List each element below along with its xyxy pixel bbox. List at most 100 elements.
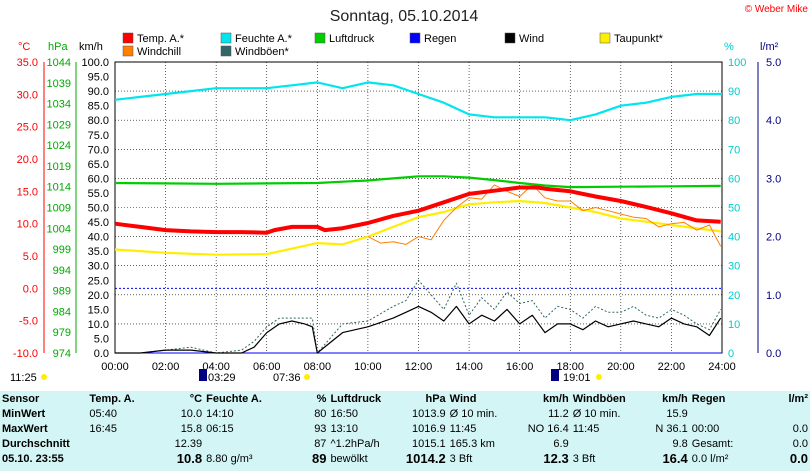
x-tick-label: 00:00 [101, 361, 129, 373]
stats-table: Sensor Temp. A. °C Feuchte A. % Luftdruc… [0, 391, 810, 467]
weather-chart: Sonntag, 05.10.2014 © Weber Mike Temp. A… [10, 4, 809, 383]
rain-label: Gesamt: [691, 437, 734, 450]
pressure-axis-tick-label: 984 [53, 306, 71, 318]
pressure-axis-tick-label: 1009 [47, 203, 71, 215]
wind-value: 12.3 [543, 451, 569, 466]
temp-axis-tick-label: 35.0 [17, 57, 38, 69]
gust-value: 16.4 [662, 451, 688, 466]
x-tick-label: 02:00 [152, 361, 180, 373]
temp-axis-unit: °C [18, 41, 30, 53]
sunrise-time: 07:36 [273, 372, 301, 383]
legend-label: Windböen* [235, 46, 290, 58]
wind-axis-tick-label: 70.0 [88, 144, 109, 156]
hum-value: 93 [314, 422, 327, 435]
wind-axis-tick-label: 90.0 [88, 86, 109, 98]
stats-row-current: 05.10. 23:55 10.8 8.80 g/m³ 89 bewölkt 1… [0, 451, 810, 466]
row-label: MaxWert [2, 422, 48, 435]
rain-axis-tick-label: 3.0 [766, 173, 781, 185]
pressure-axis-unit: hPa [48, 41, 68, 53]
temp-axis-tick-label: -10.0 [13, 348, 38, 360]
rain-axis-tick-label: 1.0 [766, 290, 781, 302]
hdr-sensor: Sensor [2, 392, 40, 405]
wind-axis-tick-label: 55.0 [88, 188, 109, 200]
gust-label [571, 436, 637, 451]
temp-time [87, 451, 150, 466]
legend-swatch [220, 32, 232, 44]
series-windb-en [115, 279, 722, 354]
pressure-axis-tick-label: 974 [53, 348, 71, 360]
temp-time [87, 436, 150, 451]
x-tick-label: 06:00 [253, 361, 281, 373]
legend-swatch [409, 32, 421, 44]
humidity-axis-unit: % [724, 41, 734, 53]
moonrise-icon [199, 369, 207, 381]
temp-axis-tick-label: 20.0 [17, 154, 38, 166]
wind-axis-tick-label: 25.0 [88, 275, 109, 287]
x-tick-label: 18:00 [556, 361, 584, 373]
legend-swatch [314, 32, 326, 44]
pressure-axis-tick-label: 989 [53, 286, 71, 298]
row-label: MinWert [2, 407, 46, 420]
legend-swatch [122, 32, 134, 44]
hdr-wind: Wind [449, 392, 477, 405]
x-tick-label: 04:00 [202, 361, 230, 373]
pressure-axis-tick-label: 1044 [47, 57, 71, 69]
series-wind [115, 305, 722, 354]
press-time: 16:50 [330, 407, 358, 420]
legend-label: Windchill [137, 46, 181, 58]
rain-axis-unit: l/m² [760, 41, 779, 53]
wind-axis-tick-label: 60.0 [88, 173, 109, 185]
hum-time [204, 436, 278, 451]
hdr-rain-unit: l/m² [788, 392, 808, 405]
copyright: © Weber Mike [745, 4, 809, 15]
gust-value: 9.8 [672, 437, 688, 450]
temp-axis-tick-label: 10.0 [17, 219, 38, 231]
humidity-axis-tick-label: 0 [728, 348, 734, 360]
pressure-axis-tick-label: 1019 [47, 161, 71, 173]
legend-swatch [220, 45, 232, 57]
hdr-hum-unit: % [316, 392, 327, 405]
wind-axis-tick-label: 50.0 [88, 203, 109, 215]
hdr-wind-unit: km/h [543, 392, 569, 405]
humidity-axis-tick-label: 60 [728, 173, 740, 185]
hdr-hum: Feuchte A. [206, 392, 262, 405]
wind-axis-tick-label: 75.0 [88, 130, 109, 142]
sun-moon-markers: 11:25 03:29 07:36 19:01 [10, 369, 602, 383]
row-label: Durchschnitt [2, 437, 70, 450]
series-luftdruck [114, 175, 721, 189]
hum-value: 89 [311, 451, 327, 466]
legend-label: Taupunkt* [614, 33, 664, 45]
press-value: 1014.2 [405, 451, 446, 466]
temp-value: 12.39 [174, 437, 203, 450]
temp-time: 16:45 [89, 422, 117, 435]
axes: 35.0 30.0 25.0 20.0 15.0 10.0 5.0 0.0 -5.0 -10.0 1… [13, 57, 781, 360]
rain-axis-tick-label: 5.0 [766, 57, 781, 69]
abs-humidity: 8.80 g/m³ [206, 452, 253, 465]
moonset-icon [41, 374, 47, 380]
humidity-axis-tick-label: 70 [728, 144, 740, 156]
wind-axis-tick-label: 40.0 [88, 232, 109, 244]
temp-axis-tick-label: 15.0 [17, 186, 38, 198]
sunset-icon [596, 374, 602, 380]
gust-bft: 3 Bft [572, 452, 596, 465]
wind-axis-tick-label: 30.0 [88, 261, 109, 273]
wind-label: 11:45 [449, 422, 477, 435]
humidity-axis-tick-label: 100 [728, 57, 746, 69]
x-tick-label: 24:00 [708, 361, 736, 373]
legend-swatch [122, 45, 134, 57]
wind-axis-tick-label: 85.0 [88, 101, 109, 113]
pressure-axis-tick-label: 994 [53, 265, 71, 277]
wind-bft: 3 Bft [449, 452, 473, 465]
x-tick-label: 16:00 [506, 361, 534, 373]
x-axis: 00:00 02:00 04:00 06:00 08:00 10:00 12:00 14:00… [101, 361, 736, 373]
wind-axis-tick-label: 45.0 [88, 217, 109, 229]
temp-value: 10.0 [180, 407, 203, 420]
temp-axis-tick-label: 30.0 [17, 89, 38, 101]
wind-axis-tick-label: 100.0 [81, 57, 109, 69]
legend-label: Regen [424, 33, 456, 45]
sunset-time: 19:01 [563, 372, 591, 383]
legend-label: Temp. A.* [137, 33, 185, 45]
x-tick-label: 20:00 [607, 361, 635, 373]
wind-axis-tick-label: 0.0 [94, 348, 109, 360]
humidity-axis-tick-label: 50 [728, 203, 740, 215]
